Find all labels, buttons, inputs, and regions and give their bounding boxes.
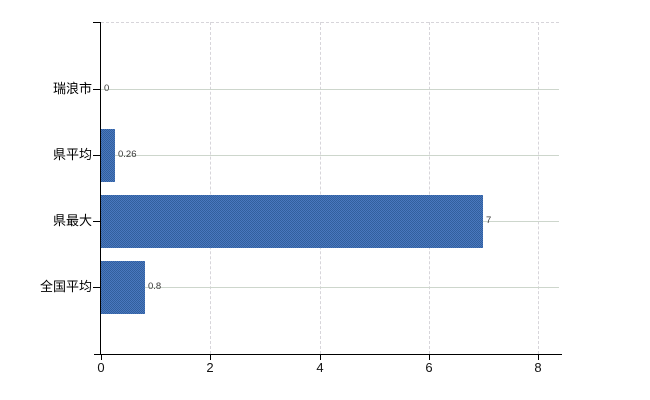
x-axis-tick: [538, 355, 539, 360]
y-axis-line: [100, 22, 101, 355]
x-axis-tick-label: 0: [97, 360, 105, 375]
plot-area: 0 0.26 7 0.8: [101, 22, 559, 354]
y-axis-category-label: 県最大: [52, 213, 92, 228]
y-axis-end-tick: [93, 22, 101, 23]
x-axis-tick: [429, 355, 430, 360]
y-axis-tick: [93, 221, 101, 222]
bar: [101, 129, 115, 182]
vertical-gridline: [320, 22, 321, 354]
plot-top-border: [101, 22, 559, 23]
y-axis-tick: [93, 287, 101, 288]
vertical-gridline: [210, 22, 211, 354]
x-axis-tick-label: 4: [316, 360, 324, 375]
x-axis-tick: [210, 355, 211, 360]
bar-value-label: 0: [104, 83, 110, 94]
x-axis-tick-label: 8: [534, 360, 542, 375]
horizontal-gridline: [101, 287, 559, 288]
x-axis-tick-label: 2: [206, 360, 214, 375]
y-axis-category-label: 瑞浪市: [52, 81, 92, 96]
horizontal-gridline: [101, 89, 559, 90]
bar-value-label: 0.26: [118, 149, 137, 160]
x-axis-line: [94, 354, 562, 355]
x-axis-tick-label: 6: [425, 360, 433, 375]
vertical-gridline: [538, 22, 539, 354]
bar-value-label: 7: [486, 215, 492, 226]
y-axis-category-label: 県平均: [52, 147, 92, 162]
x-axis-tick: [101, 355, 102, 360]
y-axis-tick: [93, 89, 101, 90]
y-axis-category-label: 全国平均: [39, 279, 92, 294]
y-axis-tick: [93, 155, 101, 156]
vertical-gridline: [429, 22, 430, 354]
bar: [101, 195, 483, 248]
horizontal-gridline: [101, 155, 559, 156]
bar: [101, 261, 145, 314]
x-axis-tick: [320, 355, 321, 360]
bar-value-label: 0.8: [148, 281, 162, 292]
